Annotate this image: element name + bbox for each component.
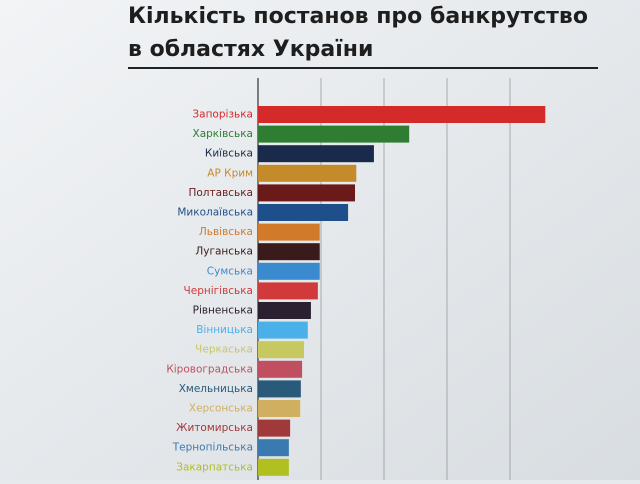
y-tick-label: Закарпатська [176,461,253,473]
bar [258,243,320,261]
bar [258,302,311,319]
y-tick-label: Чернігівська [184,285,253,297]
bar [258,439,289,457]
y-tick-label: Рівненська [193,305,253,317]
y-tick-label: Кіровоградська [166,363,253,375]
y-tick-label: Херсонська [189,403,253,415]
y-tick-label: Вінницька [196,324,253,336]
y-tick-label: АР Крим [207,167,253,179]
y-tick-label: Житомирська [176,422,253,434]
bar [258,380,301,398]
y-tick-label: Запорізька [192,109,253,121]
bar [258,419,291,437]
bar [258,106,546,123]
bar [258,458,289,476]
y-tick-label: Київська [205,148,253,160]
bar [258,321,308,339]
bar [258,262,320,280]
y-tick-label: Хмельницька [179,383,253,395]
bar [258,184,356,202]
bar [258,282,318,300]
bar [258,400,301,417]
chart-title: в областях України [128,37,373,62]
chart-title: Кількість постанов про банкрутство [128,4,588,29]
bar [258,223,320,241]
bar [258,341,304,359]
bar [258,164,357,182]
y-tick-label: Тернопільська [172,442,253,454]
y-tick-label: Львівська [199,226,253,238]
bar [258,125,410,143]
bar [258,360,303,378]
y-tick-label: Сумська [207,265,253,277]
y-tick-label: Полтавська [188,187,253,199]
y-tick-label: Черкаська [195,344,253,356]
y-tick-label: Харківська [193,128,253,140]
bar [258,145,374,163]
y-tick-label: Луганська [195,246,253,258]
y-tick-label: Миколаївська [177,207,253,219]
bar [258,204,349,221]
